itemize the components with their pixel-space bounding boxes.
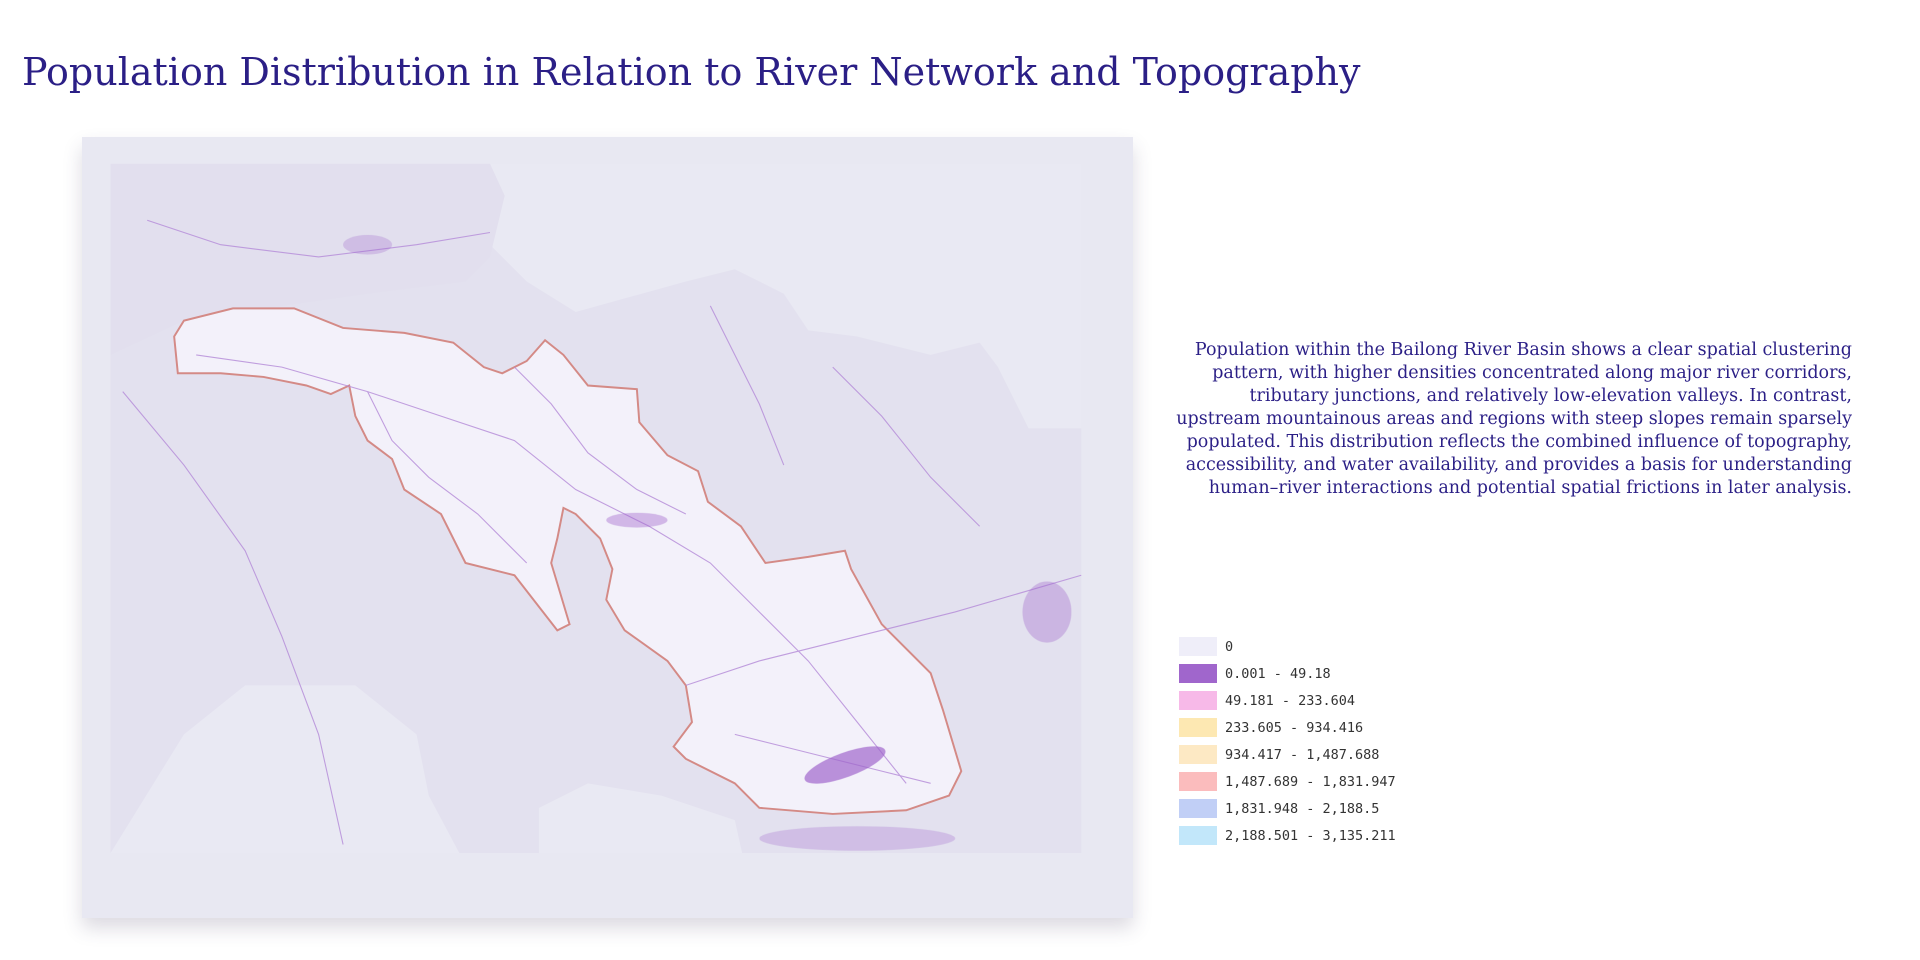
description: Population within the Bailong River Basi… [1176,340,1852,498]
legend-label: 0.001 - 49.18 [1225,665,1331,682]
population-clusters [343,234,1072,851]
legend: 0 0.001 - 49.18 49.181 - 233.604 233.605 - … [1179,633,1396,849]
legend-label: 1,831.948 - 2,188.5 [1225,800,1380,817]
legend-swatch [1179,745,1217,764]
legend-label: 934.417 - 1,487.688 [1225,746,1380,763]
legend-swatch [1179,664,1217,683]
map-panel [82,137,1133,918]
legend-item: 1,831.948 - 2,188.5 [1179,795,1396,822]
legend-label: 2,188.501 - 3,135.211 [1225,827,1396,844]
legend-item: 0 [1179,633,1396,660]
map [110,163,1082,854]
basin-outline [173,307,963,815]
legend-swatch [1179,637,1217,656]
legend-item: 49.181 - 233.604 [1179,687,1396,714]
legend-swatch [1179,826,1217,845]
legend-label: 233.605 - 934.416 [1225,719,1364,736]
legend-item: 0.001 - 49.18 [1179,660,1396,687]
legend-item: 233.605 - 934.416 [1179,714,1396,741]
legend-swatch [1179,772,1217,791]
page-title: Population Distribution in Relation to R… [22,50,1361,94]
legend-swatch [1179,799,1217,818]
legend-item: 934.417 - 1,487.688 [1179,741,1396,768]
legend-swatch [1179,691,1217,710]
region [110,163,505,355]
legend-label: 1,487.689 - 1,831.947 [1225,773,1396,790]
legend-label: 0 [1225,638,1234,655]
legend-label: 49.181 - 233.604 [1225,692,1356,709]
legend-item: 2,188.501 - 3,135.211 [1179,822,1396,849]
legend-swatch [1179,718,1217,737]
legend-item: 1,487.689 - 1,831.947 [1179,768,1396,795]
